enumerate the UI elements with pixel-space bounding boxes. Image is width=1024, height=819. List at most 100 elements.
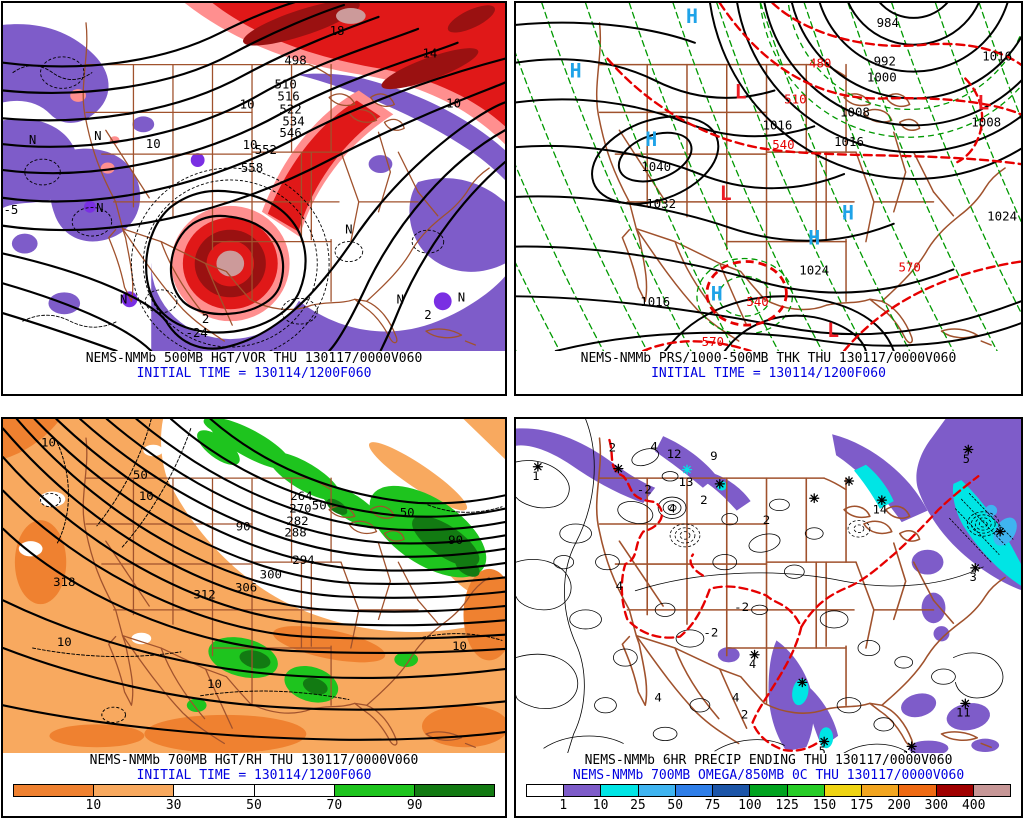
snow-asterisk-marker: [906, 741, 917, 752]
map-label: 10: [452, 639, 467, 653]
colorbar-segment: [824, 785, 863, 796]
panel1-caption: NEMS-NMMb 500MB HGT/VOR THU 130117/0000V…: [85, 351, 423, 366]
colorbar-tick-label: 200: [887, 798, 911, 813]
colorbar-segment: [414, 785, 495, 796]
map-label: 5: [819, 744, 826, 753]
map-label: 10: [902, 749, 916, 753]
map-label: 10: [207, 677, 222, 691]
low-pressure-symbol: L: [977, 91, 989, 114]
map-label: 2: [741, 708, 748, 722]
map-label: 522: [279, 101, 301, 116]
map-label: 2: [609, 441, 616, 455]
snow-asterisk-marker: [843, 476, 855, 486]
high-pressure-symbol: H: [570, 60, 582, 83]
map-label: 11: [956, 706, 970, 720]
map-label: 312: [193, 588, 215, 602]
map-label: 510: [784, 91, 806, 106]
map-label: 10: [139, 489, 154, 503]
map-label: -5: [3, 202, 18, 217]
map-label: 282: [286, 514, 308, 528]
colorbar-segment: [675, 785, 714, 796]
map-label: 2: [700, 493, 707, 507]
map-label: 300: [260, 568, 282, 582]
colorbar-tick-label: 300: [924, 798, 949, 813]
map-label: N: [397, 291, 404, 306]
colorbar-tick-label: 50: [246, 798, 262, 813]
snow-asterisk-marker: [681, 464, 693, 475]
map-label: 4: [668, 502, 675, 516]
map-label: N: [458, 289, 465, 304]
panel4-caption: NEMS-NMMb 6HR PRECIP ENDING THU 130117/0…: [584, 753, 953, 768]
colorbar-segment: [899, 785, 937, 796]
map-label: 540: [772, 137, 794, 152]
colorbar-segment: [174, 785, 255, 796]
map-label: N: [120, 291, 127, 306]
map-label: 10: [57, 635, 72, 649]
high-pressure-symbol: H: [686, 5, 698, 28]
colorbar-tick-label: 1: [559, 798, 568, 813]
map-label: 498: [284, 53, 306, 68]
map-label: 4: [749, 657, 756, 671]
map-label: 1: [532, 469, 539, 483]
colorbar-tick-label: 50: [667, 798, 684, 813]
map-label: -2: [703, 626, 718, 640]
map-label: 3: [970, 570, 977, 584]
rh-colorbar-ticks: 10 30 50 70 90: [13, 797, 495, 813]
map-label: 10: [41, 436, 56, 450]
map-label: 546: [279, 125, 301, 140]
high-pressure-symbol: H: [645, 128, 657, 151]
map-label: 1016: [982, 49, 1012, 64]
colorbar-tick-label: 30: [165, 798, 182, 813]
map-label: 984: [877, 15, 899, 30]
snow-asterisk-marker: [749, 649, 760, 660]
map-label: 480: [809, 56, 831, 71]
colorbar-tick-label: 400: [961, 798, 986, 813]
colorbar-tick-label: 90: [406, 798, 423, 813]
map-label: 510: [274, 76, 296, 91]
map-label: 4: [732, 691, 739, 705]
panel-500mb-hgt-vor: 498 510 516 522 534 546 552 558 -5 10 10 10 18 14 10 2-…: [1, 1, 507, 396]
high-pressure-symbol: H: [842, 202, 854, 225]
high-pressure-symbol: H: [808, 227, 820, 250]
snow-asterisk-marker: [797, 677, 808, 688]
map-label: 90: [448, 533, 463, 547]
colorbar-tick-label: 125: [775, 798, 799, 813]
map-label: 2: [763, 513, 770, 527]
high-pressure-symbol: H: [711, 282, 723, 305]
map-label: 1032: [646, 196, 676, 211]
colorbar-segment: [973, 785, 1011, 796]
precip-colorbar-ticks: 1 10 25 50 75 100 125 150 175 200 300 400: [526, 797, 1011, 813]
panel-prs-thickness: 984 992 1000 1008 1016 1016 1016 1008 1040 1032 10…: [514, 1, 1023, 396]
map-label: 306: [235, 581, 257, 595]
snow-asterisk-marker: [819, 736, 830, 747]
map-label: 516: [277, 88, 299, 103]
map-label: 5: [963, 452, 970, 466]
colorbar-segment: [787, 785, 825, 796]
map-label: 1024: [799, 262, 829, 277]
map-label: 13: [679, 475, 694, 489]
map-label: 294: [292, 553, 314, 567]
colorbar-segment: [254, 785, 335, 796]
snow-asterisk-marker: [963, 444, 974, 455]
snow-asterisk-marker: [995, 526, 1006, 537]
panel3-initial-time: INITIAL TIME = 130114/1200F060: [136, 768, 372, 783]
map-label: 264: [290, 489, 312, 503]
snow-asterisk-marker: [809, 493, 820, 504]
rh-colorbar: [13, 784, 495, 797]
us-map-outline: [82, 437, 490, 748]
map-label: N: [345, 222, 352, 237]
panel-700mb-hgt-rh: 264 270 282 288 294 300 306 312 318 10 50 90 50 90 10 1…: [1, 417, 507, 818]
snow-asterisk-marker: [960, 698, 971, 709]
low-pressure-symbol: L: [827, 319, 839, 342]
snow-asterisk-marker: [714, 478, 725, 489]
map-label: 14: [422, 46, 437, 61]
colorbar-tick-label: 10: [85, 798, 102, 813]
map-label: 12: [667, 447, 682, 461]
colorbar-segment: [713, 785, 751, 796]
panel2-initial-time: INITIAL TIME = 130114/1200F060: [651, 366, 886, 381]
map-label: 992: [874, 54, 896, 69]
map-label: 570: [898, 259, 920, 274]
